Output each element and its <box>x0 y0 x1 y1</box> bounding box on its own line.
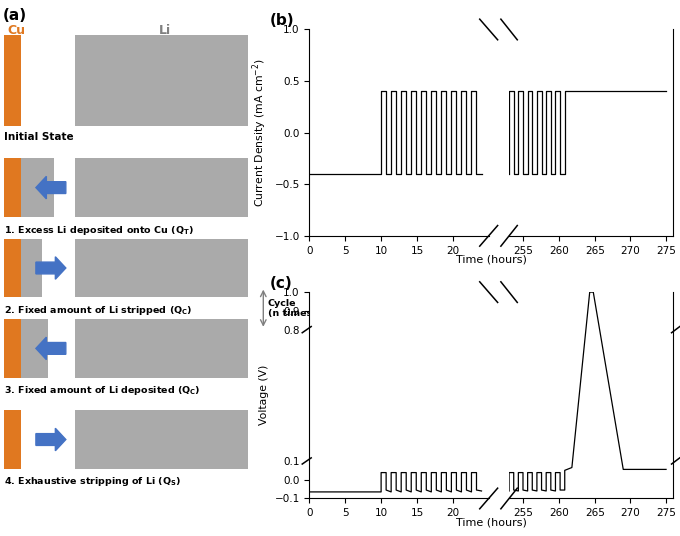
Text: 4. Exhaustive stripping of Li (Q$_\mathregular{S}$): 4. Exhaustive stripping of Li (Q$_\mathr… <box>5 475 182 488</box>
Text: Cycle
(n times): Cycle (n times) <box>268 299 316 318</box>
Text: (c): (c) <box>270 276 292 291</box>
Text: Time (hours): Time (hours) <box>456 255 527 265</box>
Text: Li: Li <box>158 24 171 37</box>
FancyArrow shape <box>36 257 66 279</box>
Text: Cu: Cu <box>7 24 25 37</box>
Bar <box>75 35 248 126</box>
Y-axis label: Current Density (mA cm$^{-2}$): Current Density (mA cm$^{-2}$) <box>250 58 269 207</box>
Bar <box>75 410 248 469</box>
Bar <box>21 158 54 217</box>
Bar <box>75 158 248 217</box>
FancyArrow shape <box>36 428 66 451</box>
Bar <box>21 239 42 297</box>
Bar <box>5 239 21 297</box>
Text: (a): (a) <box>3 8 27 23</box>
Bar <box>5 410 21 469</box>
Text: 1. Excess Li deposited onto Cu (Q$_\mathregular{T}$): 1. Excess Li deposited onto Cu (Q$_\math… <box>5 224 194 236</box>
Text: 2. Fixed amount of Li stripped (Q$_\mathregular{C}$): 2. Fixed amount of Li stripped (Q$_\math… <box>5 304 193 317</box>
FancyArrow shape <box>36 176 66 199</box>
Bar <box>75 319 248 378</box>
Bar <box>5 158 21 217</box>
Bar <box>21 319 48 378</box>
Text: Time (hours): Time (hours) <box>456 517 527 527</box>
Text: 3. Fixed amount of Li deposited (Q$_\mathregular{C}$): 3. Fixed amount of Li deposited (Q$_\mat… <box>5 384 201 397</box>
Text: (b): (b) <box>270 13 294 28</box>
Bar <box>5 319 21 378</box>
Y-axis label: Voltage (V): Voltage (V) <box>259 365 269 426</box>
Bar <box>5 35 21 126</box>
FancyArrow shape <box>36 337 66 360</box>
Bar <box>75 239 248 297</box>
Text: Initial State: Initial State <box>5 132 74 143</box>
